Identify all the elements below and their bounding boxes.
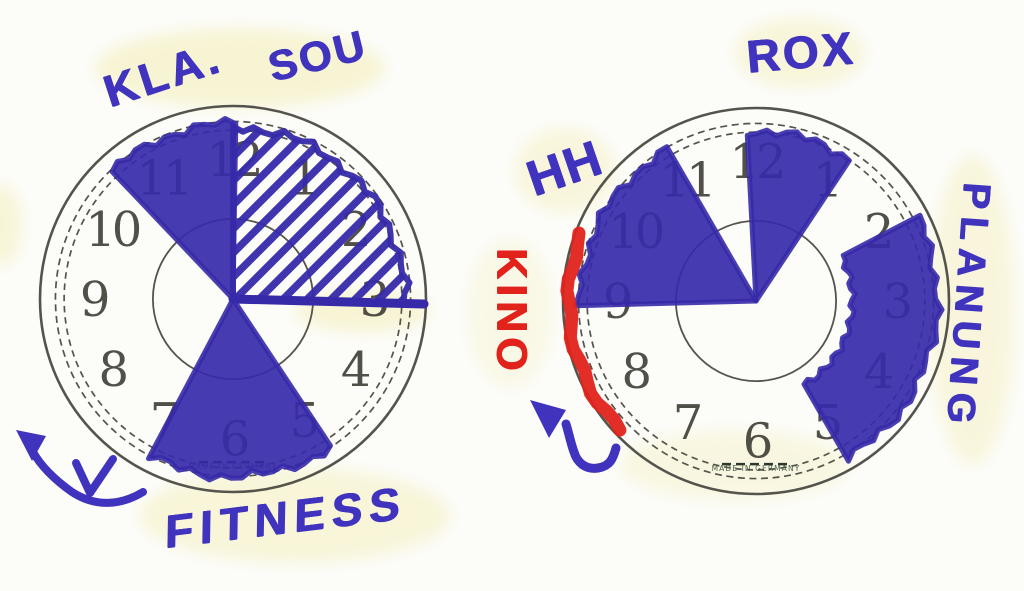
clock-numeral: 10: [85, 202, 140, 258]
sector-hh: [573, 144, 759, 309]
right-clock: 123456789101112MADE IN GERMANY: [560, 106, 951, 496]
checkmark-icon: [72, 455, 117, 497]
arrowhead-icon: [16, 430, 46, 461]
curved-arrow-up-left-icon: [29, 448, 147, 507]
clock-numeral: 9: [80, 272, 108, 328]
clock-numeral: 6: [743, 414, 771, 470]
left-clock: 123456789101112MADE IN GERMANY: [38, 104, 429, 494]
sector-kla: [109, 116, 239, 302]
sector-rox: [744, 127, 852, 304]
highlighter-smudge: [735, 18, 865, 88]
highlighter-smudge: [468, 238, 553, 388]
highlighter-smudge: [95, 28, 385, 108]
highlighter-smudge: [0, 185, 22, 265]
highlighter-smudge: [515, 128, 615, 213]
clock-numeral: 4: [341, 342, 370, 398]
clock-numeral: 7: [673, 395, 701, 451]
label-rox: ROX: [744, 21, 858, 83]
left-arrow-group: [16, 430, 147, 507]
sector-kino: [560, 226, 627, 437]
arrowhead-icon: [530, 400, 566, 438]
sector-fitness: [146, 296, 333, 483]
highlighter-smudge: [620, 430, 850, 500]
sector-planung: [801, 212, 945, 464]
clock-numeral: 8: [99, 342, 127, 398]
clock-numeral: 8: [622, 344, 650, 400]
highlighter-smudge: [140, 468, 450, 563]
sector-sou: [230, 123, 413, 307]
label-kino: KINO: [487, 248, 536, 376]
bent-arrow-up-left-icon: [561, 419, 621, 473]
sector-sou-edge-line: [228, 294, 429, 309]
made-in-germany-text: MADE IN GERMANY: [712, 464, 801, 473]
right-arrow-group: [530, 400, 621, 473]
